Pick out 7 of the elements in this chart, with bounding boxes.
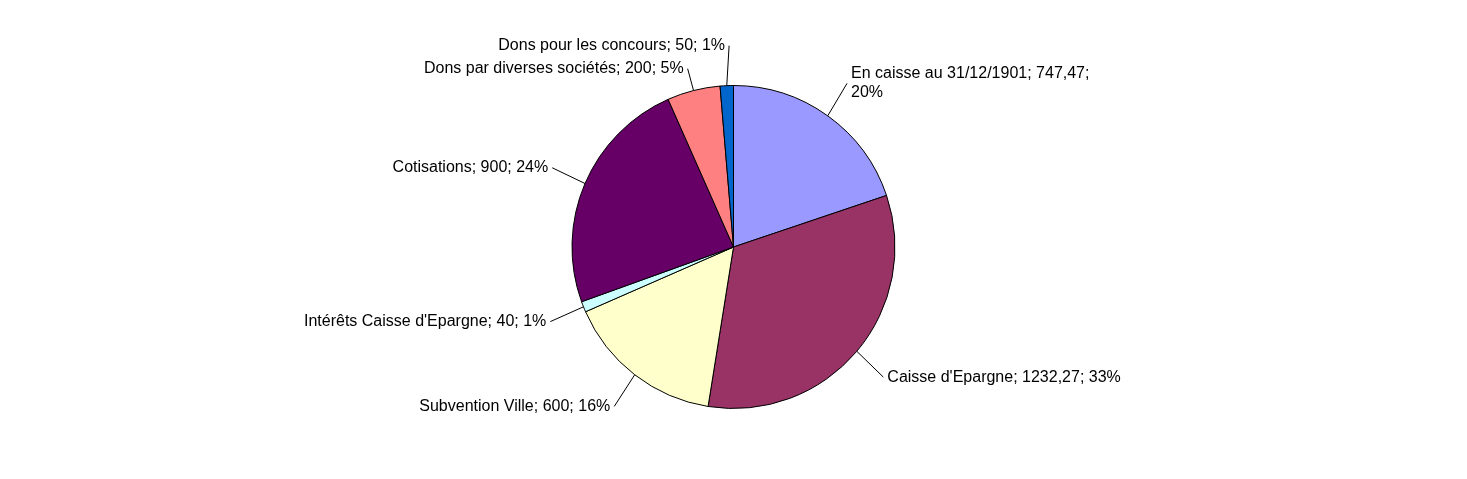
slice-label: Intérêts Caisse d'Epargne; 40; 1% [304,312,547,330]
slice-label: Caisse d'Epargne; 1232,27; 33% [887,367,1121,385]
slice-label: Subvention Ville; 600; 16% [419,396,611,414]
slice-label: Cotisations; 900; 24% [392,158,549,176]
slice-label: Dons pour les concours; 50; 1% [498,36,726,54]
slice-label: Dons par diverses sociétés; 200; 5% [423,59,684,77]
slice-label: En caisse au 31/12/1901; 747,47; 20% [851,64,1090,101]
